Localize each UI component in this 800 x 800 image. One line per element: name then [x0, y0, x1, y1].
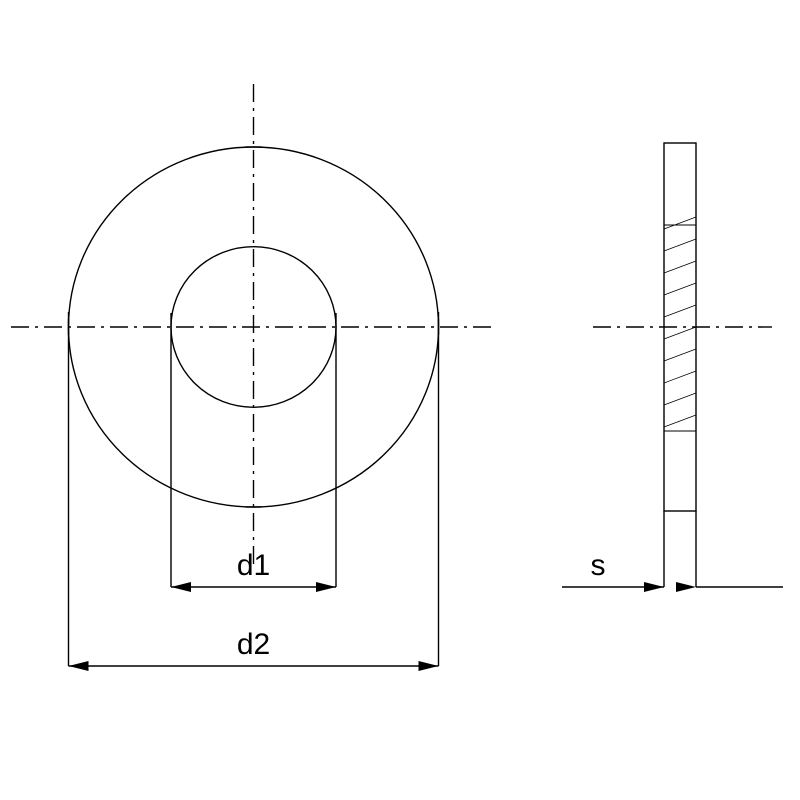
side-section-hatch: [664, 217, 696, 427]
d1-label: d1: [237, 549, 270, 582]
d2-label: d2: [237, 628, 270, 661]
washer-technical-drawing: d1 d2 s: [0, 0, 800, 800]
s-label: s: [591, 549, 606, 582]
